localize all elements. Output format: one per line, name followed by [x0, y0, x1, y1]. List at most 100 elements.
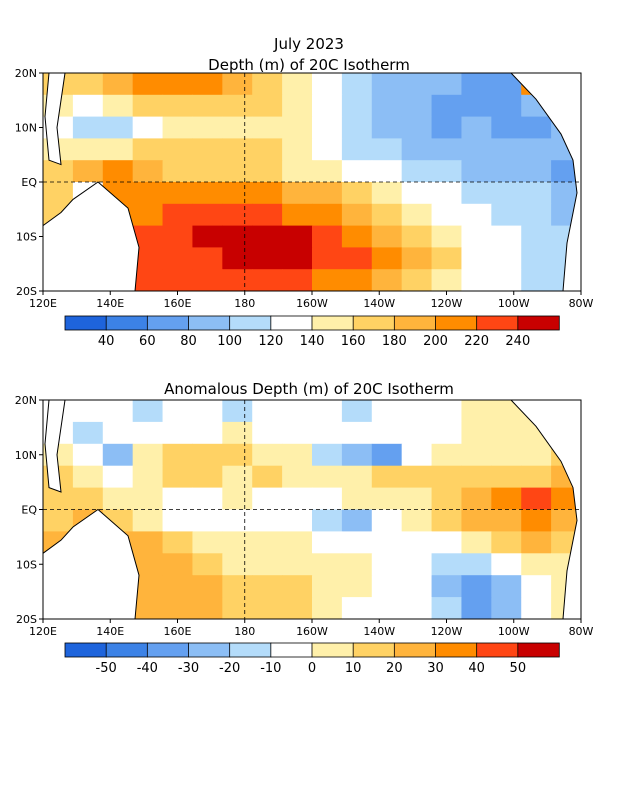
heatmap-cell	[43, 487, 74, 510]
heatmap-cell	[192, 531, 223, 554]
heatmap-cell	[252, 575, 283, 598]
landmass	[42, 72, 582, 292]
y-tick-label: 10N	[15, 449, 37, 462]
heatmap-cell	[192, 443, 223, 467]
heatmap-cell	[491, 553, 522, 576]
heatmap-cell	[162, 182, 193, 205]
heatmap-cell	[461, 73, 492, 96]
heatmap-cell	[162, 269, 193, 292]
heatmap-cell	[371, 116, 403, 139]
heatmap-cell	[192, 247, 223, 270]
heatmap-cell	[371, 138, 403, 161]
figure-title-top-chart: Depth (m) of 20C Isotherm	[208, 56, 410, 74]
heatmap-cell	[341, 138, 373, 161]
heatmap-cell	[521, 597, 552, 620]
colorbar-swatch	[311, 642, 354, 658]
heatmap-cell	[282, 160, 313, 183]
heatmap-cell	[222, 597, 253, 620]
heatmap-cell	[491, 225, 522, 248]
heatmap-cell	[341, 94, 373, 118]
colorbar-swatch	[476, 315, 519, 331]
heatmap-cell	[401, 421, 433, 445]
heatmap-cell	[401, 94, 433, 118]
colorbar-label: 0	[308, 661, 316, 676]
heatmap-cell	[341, 269, 373, 292]
heatmap-cell	[312, 73, 343, 96]
heatmap-cell	[341, 400, 373, 423]
heatmap-cell	[401, 269, 433, 292]
heatmap-cell	[222, 509, 253, 532]
heatmap-cell	[132, 182, 164, 205]
heatmap-cell	[132, 138, 164, 161]
heatmap-cell	[341, 421, 373, 445]
x-tick-label: 140W	[363, 625, 395, 638]
heatmap-cell	[222, 94, 253, 118]
chart-panel-2: 120E 140E 160E 180 160W 140W 120W 100W 80W 20N 10N…	[15, 394, 594, 676]
heatmap-cell	[461, 182, 492, 205]
heatmap-cell	[162, 509, 193, 532]
heatmap-cell	[132, 443, 164, 467]
heatmap-cell	[431, 509, 462, 532]
heatmap-cell	[521, 182, 552, 205]
heatmap-cell	[521, 575, 552, 598]
heatmap-cell	[252, 465, 283, 489]
heatmap-cell	[491, 443, 522, 467]
x-tick-label: 120E	[29, 297, 57, 310]
heatmap-cell	[192, 73, 223, 96]
heatmap-cell	[521, 225, 552, 248]
heatmap-cell	[162, 160, 193, 183]
heatmap-cell	[401, 553, 433, 576]
heatmap-cell	[491, 116, 522, 139]
heatmap-cell	[371, 509, 403, 532]
heatmap-cell	[72, 94, 104, 118]
colorbar-swatch	[352, 315, 396, 331]
colorbar-swatch	[352, 642, 396, 658]
heatmap-cell	[102, 94, 134, 118]
heatmap-cell	[132, 597, 164, 620]
heatmap-cell	[282, 203, 313, 227]
heatmap-cell	[341, 116, 373, 139]
heatmap-cell	[521, 116, 552, 139]
heatmap-cell	[431, 575, 462, 598]
heatmap-cell	[401, 73, 433, 96]
heatmap-cell	[222, 160, 253, 183]
heatmap-cell	[401, 138, 433, 161]
x-tick-label: 80W	[569, 625, 594, 638]
colorbar-swatch	[435, 315, 478, 331]
heatmap-cell	[371, 553, 403, 576]
heatmap-cell	[461, 443, 492, 467]
colorbar-label: -50	[96, 661, 117, 676]
colorbar-label: 200	[423, 334, 448, 349]
heatmap-cell	[401, 531, 433, 554]
heatmap-cell	[312, 160, 343, 183]
heatmap-cell	[132, 553, 164, 576]
heatmap-cell	[102, 465, 134, 489]
heatmap-cell	[132, 487, 164, 510]
heatmap-cell	[371, 575, 403, 598]
heatmap-cell	[461, 116, 492, 139]
heatmap-cell	[461, 597, 492, 620]
heatmap-cell	[401, 203, 433, 227]
heatmap-cell	[72, 73, 104, 96]
heatmap-cell	[252, 160, 283, 183]
heatmap-cell	[521, 269, 552, 292]
colorbar-swatch	[146, 642, 190, 658]
heatmap-cell	[371, 94, 403, 118]
y-tick-label: 10S	[16, 558, 37, 571]
heatmap-cell	[312, 138, 343, 161]
heatmap-cell	[222, 116, 253, 139]
colorbar-swatch	[476, 642, 519, 658]
heatmap-cell	[461, 509, 492, 532]
colorbar-label: 120	[258, 334, 283, 349]
heatmap-cell	[132, 575, 164, 598]
heatmap-cell	[371, 400, 403, 423]
heatmap-cell	[132, 269, 164, 292]
colorbar-label: -40	[137, 661, 158, 676]
heatmap-cell	[461, 225, 492, 248]
colorbar-swatch	[64, 315, 107, 331]
heatmap-cell	[371, 269, 403, 292]
heatmap-cell	[461, 553, 492, 576]
heatmap-cell	[312, 465, 343, 489]
colorbar-label: 180	[382, 334, 407, 349]
